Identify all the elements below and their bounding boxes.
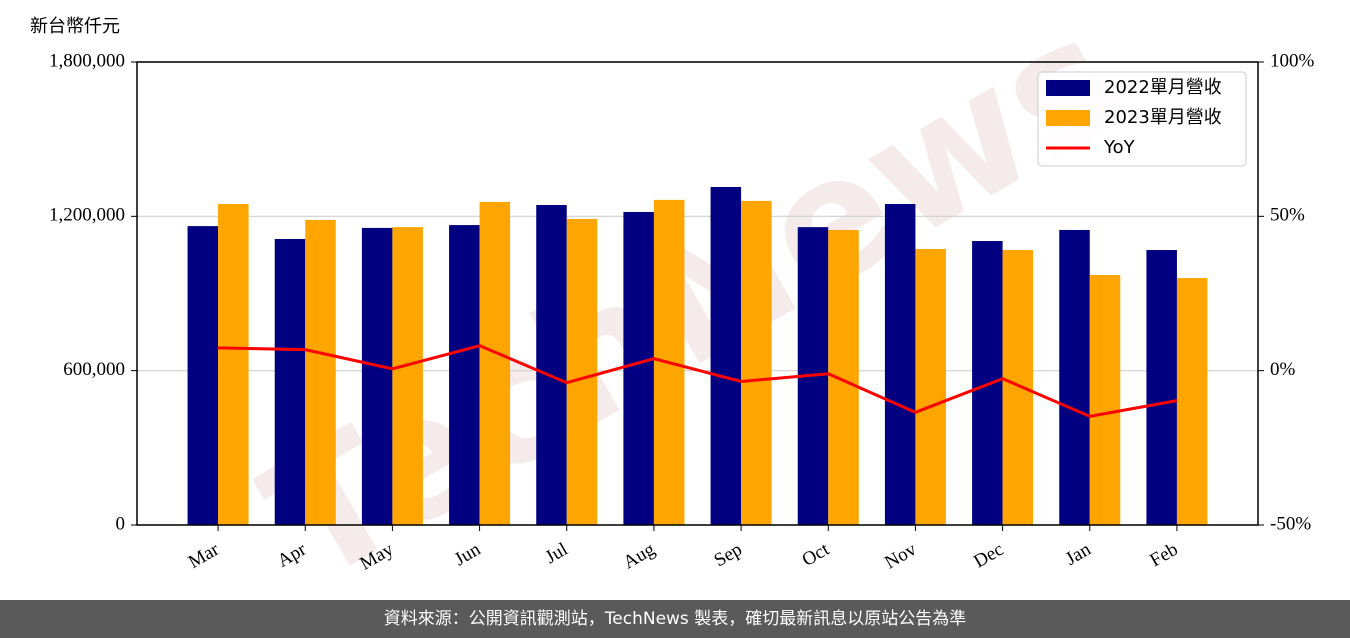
x-tick-label: Jan	[1062, 539, 1095, 570]
y-unit-label: 新台幣仟元	[30, 16, 120, 37]
bar	[710, 187, 742, 525]
bar	[623, 211, 654, 525]
bar	[915, 249, 946, 525]
legend-swatch	[1046, 80, 1090, 96]
bar	[361, 227, 393, 526]
y-tick-label: 600,000	[63, 359, 125, 380]
bar	[1176, 278, 1208, 525]
line	[218, 344, 1178, 418]
y-tick-label: 1,800,000	[49, 50, 125, 71]
bar	[392, 227, 423, 526]
legend-label: 2023單月營收	[1104, 107, 1222, 128]
bar	[187, 226, 219, 525]
bar	[1059, 229, 1090, 525]
x-tick-label: Feb	[1146, 539, 1181, 571]
x-tick-label: Nov	[881, 539, 920, 574]
y2-tick-label: -50%	[1270, 513, 1311, 534]
bar	[1146, 250, 1177, 525]
bar	[274, 238, 306, 526]
footer: 資料來源：公開資訊觀測站，TechNews 製表，確切最新訊息以原站公告為準	[384, 609, 966, 629]
y-tick-label: 1,200,000	[49, 205, 125, 226]
x-tick-label: Aug	[620, 539, 659, 574]
bar	[566, 218, 598, 525]
bar	[449, 225, 480, 525]
x-tick-label: Jul	[542, 539, 572, 568]
y-tick-label: 0	[116, 513, 126, 534]
legend-label: YoY	[1103, 137, 1136, 158]
y2-tick-label: 100%	[1270, 50, 1315, 71]
bar	[305, 219, 336, 525]
bar	[1089, 274, 1121, 525]
bar	[1002, 250, 1034, 525]
y2-tick-label: 50%	[1270, 205, 1305, 226]
x-tick-label: Oct	[799, 539, 834, 571]
legend-label: 2022單月營收	[1104, 77, 1222, 98]
plot-frame	[136, 61, 1259, 526]
footer-bar	[0, 600, 1350, 638]
bar	[741, 200, 772, 525]
y2-tick-label: 0%	[1270, 359, 1296, 380]
bar	[479, 201, 511, 525]
bar	[218, 203, 249, 525]
x-tick-label: Mar	[185, 539, 223, 573]
bar	[828, 229, 859, 525]
x-tick-label: Dec	[970, 539, 1007, 572]
bar	[536, 205, 567, 525]
legend-swatch	[1046, 110, 1090, 126]
x-tick-label: Sep	[711, 539, 746, 571]
bar	[884, 203, 916, 525]
